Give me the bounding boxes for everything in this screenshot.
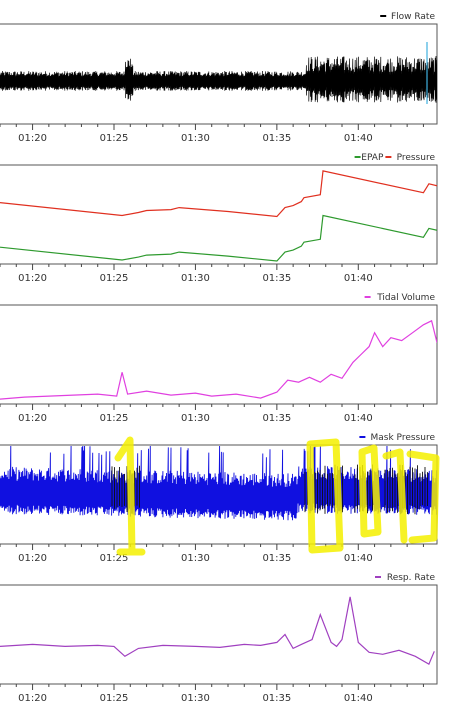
x-tick-label: 01:40 (344, 693, 373, 704)
legend-label: Flow Rate (391, 12, 436, 22)
x-tick-label: 01:25 (100, 693, 129, 704)
x-tick-label: 01:30 (181, 413, 210, 424)
x-tick-label: 01:35 (262, 133, 291, 144)
x-tick-label: 01:25 (100, 133, 129, 144)
highlight-mark-2 (306, 438, 344, 554)
chart-panel-5: 01:20 01:25 01:30 01:35 01:40 Resp. Rate (0, 573, 438, 704)
legend: Mask Pressure (359, 433, 435, 443)
series-line-epap (0, 214, 437, 262)
x-tick-label: 01:25 (100, 413, 129, 424)
highlight-mark-1 (114, 436, 146, 556)
x-tick-label: 01:35 (262, 553, 291, 564)
x-tick-label: 01:20 (18, 273, 47, 284)
x-tick-label: 01:20 (18, 413, 47, 424)
highlight-mark-3 (358, 444, 382, 538)
x-tick-label: 01:40 (344, 553, 373, 564)
legend: Tidal Volume (364, 293, 435, 303)
x-tick-label: 01:40 (344, 133, 373, 144)
x-tick-label: 01:40 (344, 273, 373, 284)
plot-frame (0, 584, 438, 685)
legend: Resp. Rate (375, 573, 435, 583)
plot-area (0, 596, 435, 666)
plot-area (0, 42, 437, 104)
chart-panel-1: 01:20 01:25 01:30 01:35 01:40 Flow Rate (0, 12, 438, 144)
x-axis: 01:20 01:25 01:30 01:35 01:40 (0, 684, 424, 704)
series-line-resp-rate (0, 596, 435, 666)
x-tick-label: 01:20 (18, 553, 47, 564)
legend: Flow Rate (380, 12, 435, 22)
chart-panel-2: 01:20 01:25 01:30 01:35 01:40 Pressure EPAP (0, 153, 438, 284)
x-tick-label: 01:40 (344, 413, 373, 424)
plot-frame (0, 304, 438, 405)
x-tick-label: 01:35 (262, 273, 291, 284)
highlight-mark-4 (382, 448, 440, 544)
legend-label: Tidal Volume (376, 293, 435, 303)
x-axis: 01:20 01:25 01:30 01:35 01:40 (0, 264, 424, 284)
x-tick-label: 01:30 (181, 553, 210, 564)
series-line-pressure (0, 170, 437, 218)
x-axis: 01:20 01:25 01:30 01:35 01:40 (0, 544, 424, 564)
plot-frame (0, 164, 438, 265)
plot-area (0, 170, 437, 262)
chart-panel-3: 01:20 01:25 01:30 01:35 01:40 Tidal Volume (0, 293, 438, 424)
series-line-flow-rate (0, 55, 437, 103)
legend: Pressure EPAP (354, 153, 436, 163)
x-tick-label: 01:25 (100, 273, 129, 284)
highlight-marks (114, 436, 440, 556)
legend-label: Mask Pressure (371, 433, 436, 443)
legend-label: Resp. Rate (387, 573, 436, 583)
x-tick-label: 01:30 (181, 273, 210, 284)
plot-area (0, 319, 437, 400)
x-axis: 01:20 01:25 01:30 01:35 01:40 (0, 124, 424, 144)
legend-label: EPAP (361, 153, 384, 163)
x-tick-label: 01:35 (262, 693, 291, 704)
x-tick-label: 01:30 (181, 693, 210, 704)
legend-label: Pressure (397, 153, 436, 163)
x-tick-label: 01:35 (262, 413, 291, 424)
x-tick-label: 01:25 (100, 553, 129, 564)
x-tick-label: 01:20 (18, 133, 47, 144)
series-line-tidal-volume (0, 319, 437, 400)
x-tick-label: 01:30 (181, 133, 210, 144)
x-axis: 01:20 01:25 01:30 01:35 01:40 (0, 404, 424, 424)
x-tick-label: 01:20 (18, 693, 47, 704)
